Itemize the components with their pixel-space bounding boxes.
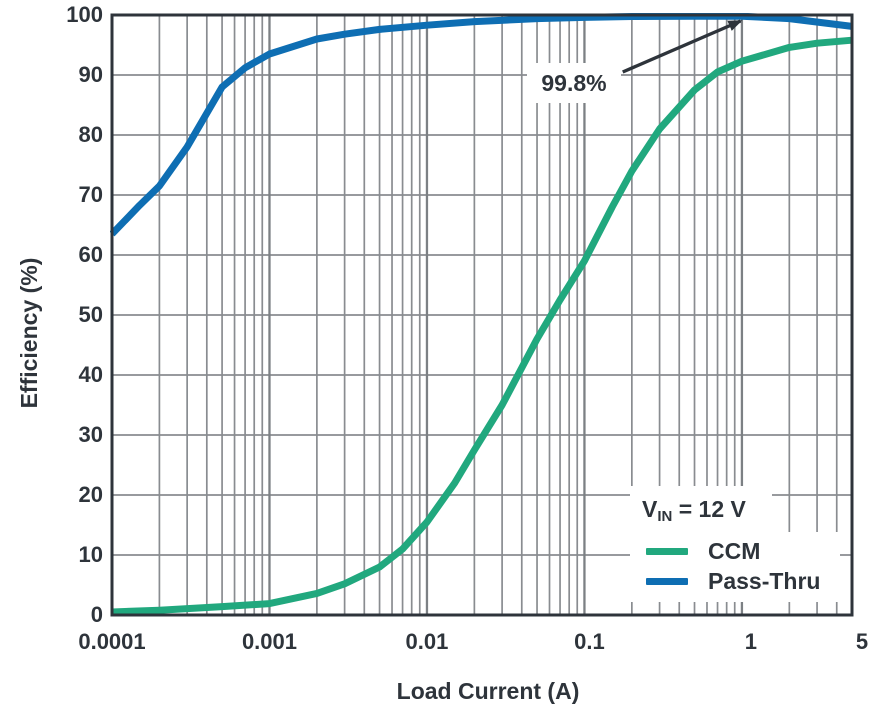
series-line-ccm xyxy=(111,36,853,616)
y-tick-label: 50 xyxy=(78,302,103,327)
y-tick-label: 0 xyxy=(90,602,103,627)
legend-title-rest: = 12 V xyxy=(672,496,746,522)
plot-frame xyxy=(110,13,854,617)
legend-item-ccm: CCM xyxy=(646,536,840,566)
x-tick-label: 0.1 xyxy=(574,629,605,654)
legend-label: Pass-Thru xyxy=(708,567,821,594)
y-tick-label: 80 xyxy=(78,122,103,147)
y-tick-label: 30 xyxy=(78,422,103,447)
x-tick-label: 0.001 xyxy=(241,629,297,654)
legend-title-sub: IN xyxy=(657,508,673,525)
legend-swatch xyxy=(646,577,688,585)
legend-items: CCM Pass-Thru xyxy=(630,532,840,602)
legend-title: VIN = 12 V xyxy=(630,486,772,532)
y-tick-label: 60 xyxy=(78,242,103,267)
legend-swatch xyxy=(646,547,688,555)
y-tick-label: 90 xyxy=(78,62,103,87)
y-tick-label: 40 xyxy=(78,362,103,387)
y-tick-label: 100 xyxy=(66,2,103,27)
legend-item-pass-thru: Pass-Thru xyxy=(646,566,840,596)
legend: VIN = 12 V CCM Pass-Thru xyxy=(630,486,840,602)
y-tick-label: 70 xyxy=(78,182,103,207)
annotation-arrow xyxy=(622,19,743,74)
x-tick-label: 0.01 xyxy=(405,629,449,654)
x-tick-label: 1 xyxy=(744,629,758,654)
legend-title-base: V xyxy=(642,496,658,522)
x-tick-label: 0.0001 xyxy=(78,629,146,654)
y-tick-label: 10 xyxy=(78,542,103,567)
legend-label: CCM xyxy=(708,537,761,564)
peak-efficiency-annotation: 99.8% xyxy=(527,63,621,103)
x-tick-label: 5 xyxy=(855,629,869,654)
y-tick-label: 20 xyxy=(78,482,103,507)
x-axis-title: Load Current (A) xyxy=(396,678,580,704)
